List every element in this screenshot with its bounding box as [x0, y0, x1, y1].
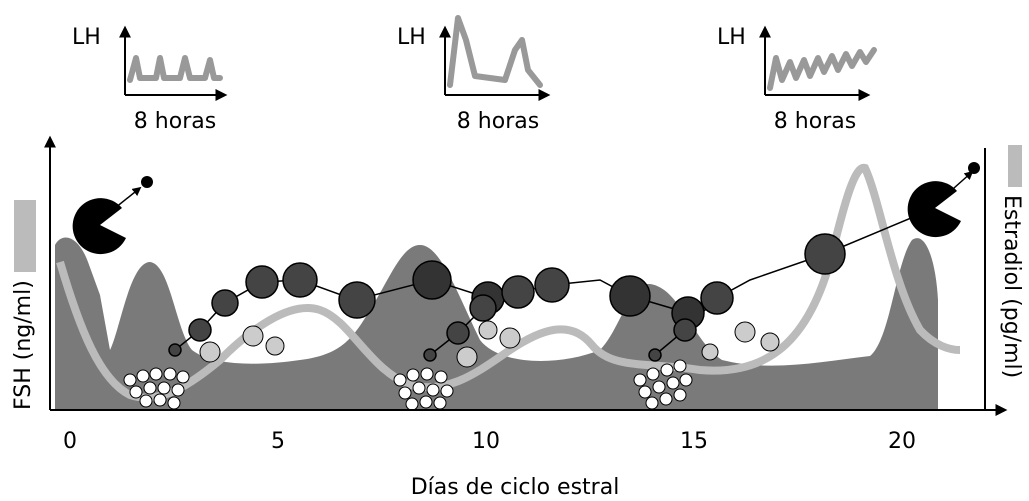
inset-x-label: 8 horas [774, 109, 856, 134]
x-label: Días de ciclo estral [411, 475, 620, 500]
y-label-left: FSH (ng/ml) [11, 280, 36, 410]
x-tick-label: 10 [472, 429, 500, 454]
x-tick-label: 0 [63, 429, 77, 454]
x-tick-label: 20 [888, 429, 916, 454]
ovulation-icons [72, 162, 980, 255]
inset-x-label: 8 horas [134, 109, 216, 134]
fsh-legend-swatch [14, 200, 36, 272]
x-tick-label: 15 [680, 429, 708, 454]
follicle-clusters [123, 359, 693, 411]
follicle-chains [168, 207, 936, 362]
estradiol-legend-swatch [1008, 145, 1022, 187]
inset-1: LH 8 horas [72, 25, 225, 134]
inset-y-label: LH [717, 25, 746, 50]
inset-y-label: LH [397, 25, 426, 50]
x-tick-label: 5 [271, 429, 285, 454]
inset-y-label: LH [72, 25, 101, 50]
estradiol-curve [56, 163, 961, 402]
small-follicles [199, 320, 780, 368]
inset-2: LH 8 horas [397, 15, 551, 134]
y-label-right: Estradiol (pg/ml) [999, 195, 1024, 378]
x-ticks: 0 5 10 15 20 [63, 429, 916, 454]
inset-x-label: 8 horas [457, 109, 539, 134]
inset-3: LH 8 horas [717, 25, 877, 134]
